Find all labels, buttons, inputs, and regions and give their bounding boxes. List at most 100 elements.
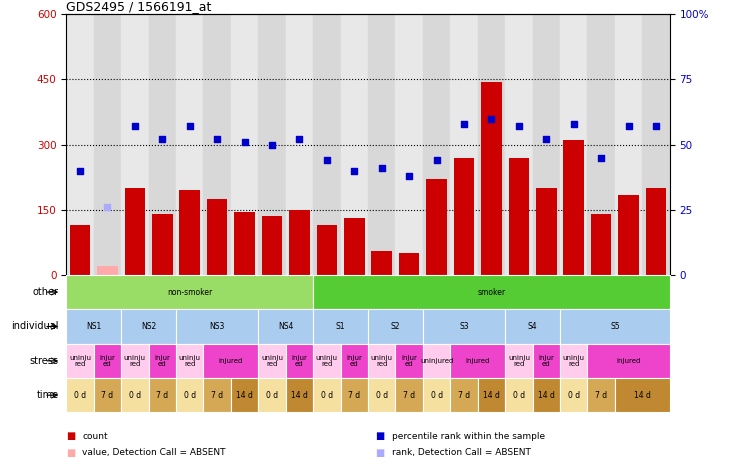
Bar (368, 310, 423, 344)
Text: injur
ed: injur ed (155, 355, 170, 367)
Text: ■: ■ (66, 431, 76, 441)
Point (211, 136, 223, 143)
Text: NS3: NS3 (210, 322, 224, 331)
Bar (478, 14, 505, 275)
Point (431, 156, 442, 164)
Text: ■: ■ (375, 431, 385, 441)
Point (376, 164, 388, 172)
Bar (645, 188, 666, 275)
Bar (258, 378, 286, 412)
Text: individual: individual (11, 321, 59, 331)
Bar (453, 158, 474, 275)
Bar (313, 275, 670, 310)
Bar (286, 344, 313, 378)
Text: NS2: NS2 (141, 322, 156, 331)
Text: S5: S5 (610, 322, 620, 331)
Bar (560, 14, 587, 275)
Text: 7 d: 7 d (458, 391, 470, 400)
Bar (121, 14, 149, 275)
Bar (395, 14, 423, 275)
Bar (618, 194, 639, 275)
Point (513, 123, 525, 130)
Bar (93, 344, 121, 378)
Point (458, 120, 470, 128)
Bar (533, 14, 560, 275)
Bar (313, 310, 368, 344)
Bar (203, 344, 258, 378)
Bar (368, 14, 395, 275)
Bar (176, 310, 258, 344)
Text: 0 d: 0 d (375, 391, 388, 400)
Text: 7 d: 7 d (211, 391, 223, 400)
Text: 14 d: 14 d (291, 391, 308, 400)
Bar (66, 310, 121, 344)
Bar (341, 344, 368, 378)
Point (102, 203, 113, 211)
Text: time: time (37, 390, 59, 400)
Text: uninju
red: uninju red (124, 355, 146, 367)
Bar (450, 14, 478, 275)
Bar (66, 378, 93, 412)
Text: injur
ed: injur ed (538, 355, 554, 367)
Text: uninjured: uninjured (420, 358, 453, 364)
Bar (121, 310, 176, 344)
Point (74, 167, 86, 174)
Text: 7 d: 7 d (156, 391, 169, 400)
Bar (536, 188, 556, 275)
Bar (395, 378, 423, 412)
Point (156, 136, 168, 143)
Bar (341, 378, 368, 412)
Bar (587, 344, 670, 378)
Text: injur
ed: injur ed (99, 355, 116, 367)
Bar (152, 214, 172, 275)
Text: count: count (82, 432, 108, 440)
Bar (289, 210, 310, 275)
Bar (262, 216, 283, 275)
Text: non-smoker: non-smoker (167, 288, 212, 297)
Bar (203, 378, 231, 412)
Point (129, 123, 141, 130)
Bar (372, 251, 392, 275)
Bar (481, 82, 502, 275)
Bar (478, 378, 505, 412)
Bar (149, 14, 176, 275)
Text: S3: S3 (459, 322, 469, 331)
Text: 0 d: 0 d (183, 391, 196, 400)
Bar (399, 253, 420, 275)
Bar (509, 158, 529, 275)
Text: NS1: NS1 (86, 322, 102, 331)
Bar (643, 14, 670, 275)
Bar (97, 266, 118, 275)
Bar (341, 14, 368, 275)
Bar (176, 378, 203, 412)
Text: injur
ed: injur ed (291, 355, 308, 367)
Bar (591, 214, 612, 275)
Text: 14 d: 14 d (634, 391, 651, 400)
Text: other: other (33, 287, 59, 297)
Text: GDS2495 / 1566191_at: GDS2495 / 1566191_at (66, 0, 212, 13)
Bar (207, 199, 227, 275)
Point (486, 115, 498, 122)
Bar (286, 14, 313, 275)
Text: smoker: smoker (478, 288, 506, 297)
Bar (450, 344, 505, 378)
Point (568, 120, 580, 128)
Text: uninju
red: uninju red (179, 355, 201, 367)
Text: 14 d: 14 d (483, 391, 500, 400)
Bar (176, 14, 203, 275)
Text: ■: ■ (375, 447, 385, 458)
Bar (450, 378, 478, 412)
Point (623, 123, 634, 130)
Bar (587, 14, 615, 275)
Bar (505, 378, 533, 412)
Point (321, 156, 333, 164)
Text: S4: S4 (528, 322, 537, 331)
Bar (395, 344, 423, 378)
Text: 7 d: 7 d (348, 391, 361, 400)
Bar (313, 344, 341, 378)
Point (403, 172, 415, 180)
Bar (423, 378, 450, 412)
Bar (93, 378, 121, 412)
Bar (286, 378, 313, 412)
Text: percentile rank within the sample: percentile rank within the sample (392, 432, 545, 440)
